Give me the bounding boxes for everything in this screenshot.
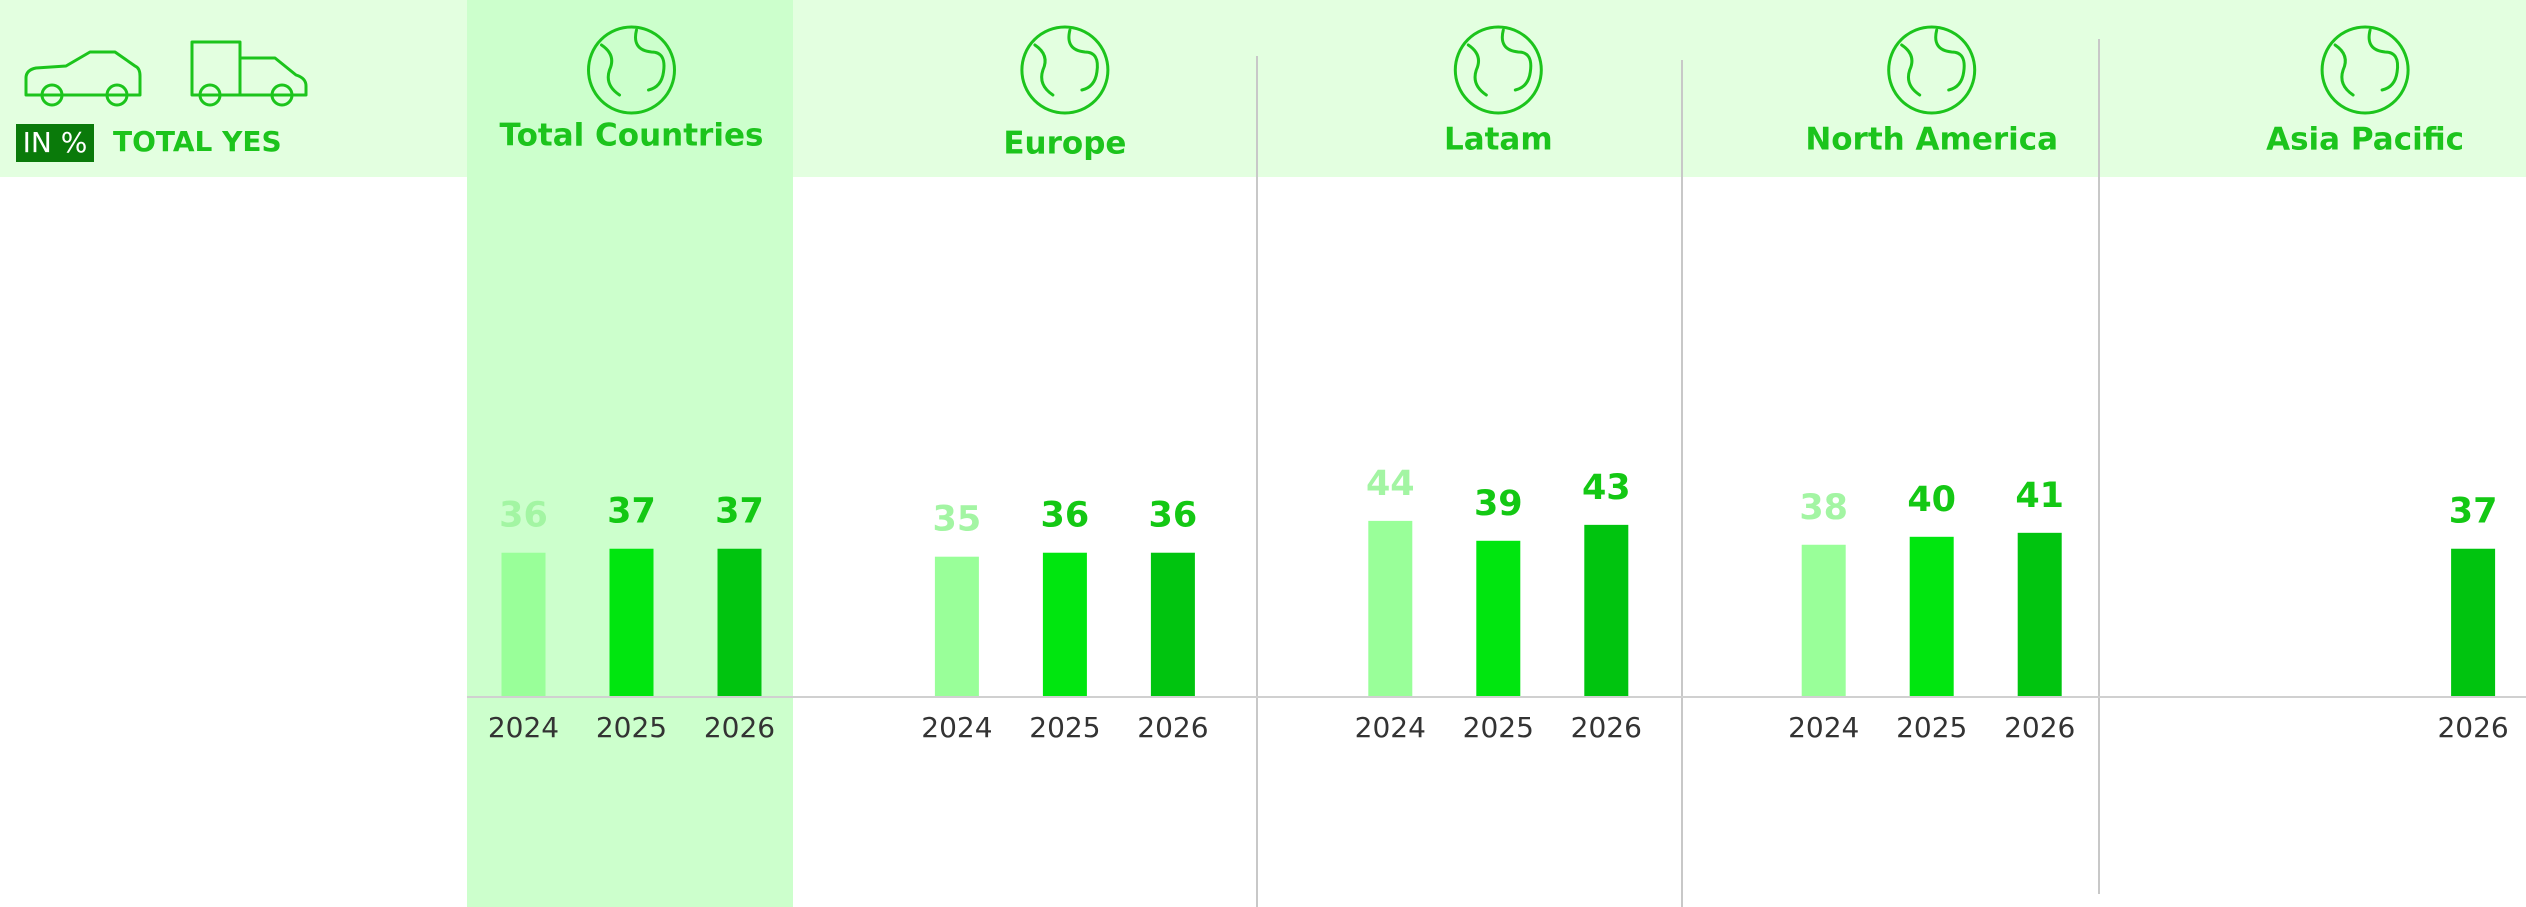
- unit-label: IN %: [23, 126, 88, 159]
- globe-icon: [1887, 25, 1977, 115]
- bar: [501, 552, 546, 696]
- x-tick-label: 2025: [1463, 711, 1534, 744]
- bar: [1476, 540, 1521, 696]
- globe-icon: [1453, 25, 1543, 115]
- truck-icon: [190, 40, 308, 107]
- car-icon: [24, 50, 142, 107]
- bar: [2017, 532, 2062, 696]
- value-label: 40: [1907, 480, 1956, 520]
- region-label: Total Countries: [500, 118, 764, 154]
- value-label: 39: [1474, 484, 1523, 524]
- globe-outline: [1453, 25, 1543, 115]
- region-label: Latam: [1444, 122, 1553, 158]
- value-label: 37: [715, 492, 764, 532]
- region-label: Europe: [1003, 126, 1126, 162]
- value-label: 37: [2449, 492, 2498, 532]
- bar: [1801, 544, 1846, 696]
- x-tick-label: 2024: [488, 711, 559, 744]
- bar: [1042, 552, 1087, 696]
- bar: [1909, 536, 1954, 696]
- x-tick-label: 2026: [2004, 711, 2075, 744]
- x-tick-label: 2026: [2437, 711, 2508, 744]
- bar: [2451, 548, 2496, 696]
- x-tick-label: 2024: [1788, 711, 1859, 744]
- globe-outline: [1020, 25, 1110, 115]
- unit-badge: [16, 124, 94, 162]
- value-label: 35: [933, 500, 982, 540]
- region-label: Asia Pacific: [2266, 122, 2464, 158]
- value-label: 38: [1799, 488, 1848, 528]
- x-tick-label: 2025: [1896, 711, 1967, 744]
- chart-title: TOTAL YES: [113, 125, 282, 158]
- bar: [1150, 552, 1195, 696]
- x-tick-label: 2024: [1355, 711, 1426, 744]
- value-label: 44: [1366, 464, 1415, 504]
- globe-land: [1900, 28, 1966, 97]
- globe-icon: [1020, 25, 1110, 115]
- x-tick-label: 2025: [1029, 711, 1100, 744]
- value-label: 36: [1149, 496, 1198, 536]
- globe-icon: [2320, 25, 2410, 115]
- bar: [717, 548, 762, 696]
- bar: [934, 556, 979, 696]
- x-tick-label: 2026: [704, 711, 775, 744]
- value-label: 43: [1582, 468, 1631, 508]
- highlight-column: [467, 0, 793, 907]
- x-tick-label: 2026: [1571, 711, 1642, 744]
- value-label: 36: [499, 496, 548, 536]
- x-tick-label: 2026: [1137, 711, 1208, 744]
- bar: [1368, 520, 1413, 696]
- value-label: 41: [2015, 476, 2064, 516]
- header-band: [0, 0, 2526, 177]
- bar: [1584, 524, 1629, 696]
- globe-land: [600, 28, 666, 97]
- globe-land: [2333, 28, 2400, 97]
- globe-icon: [587, 25, 676, 115]
- globe-outline: [2320, 25, 2410, 115]
- globe-land: [1466, 28, 1533, 97]
- value-label: 36: [1041, 496, 1090, 536]
- region-label: North America: [1805, 122, 2058, 158]
- bar: [609, 548, 654, 696]
- value-label: 37: [607, 492, 656, 532]
- globe-land: [1033, 28, 1099, 97]
- globe-outline: [587, 25, 676, 115]
- x-tick-label: 2025: [596, 711, 667, 744]
- x-tick-label: 2024: [921, 711, 992, 744]
- globe-outline: [1887, 25, 1977, 115]
